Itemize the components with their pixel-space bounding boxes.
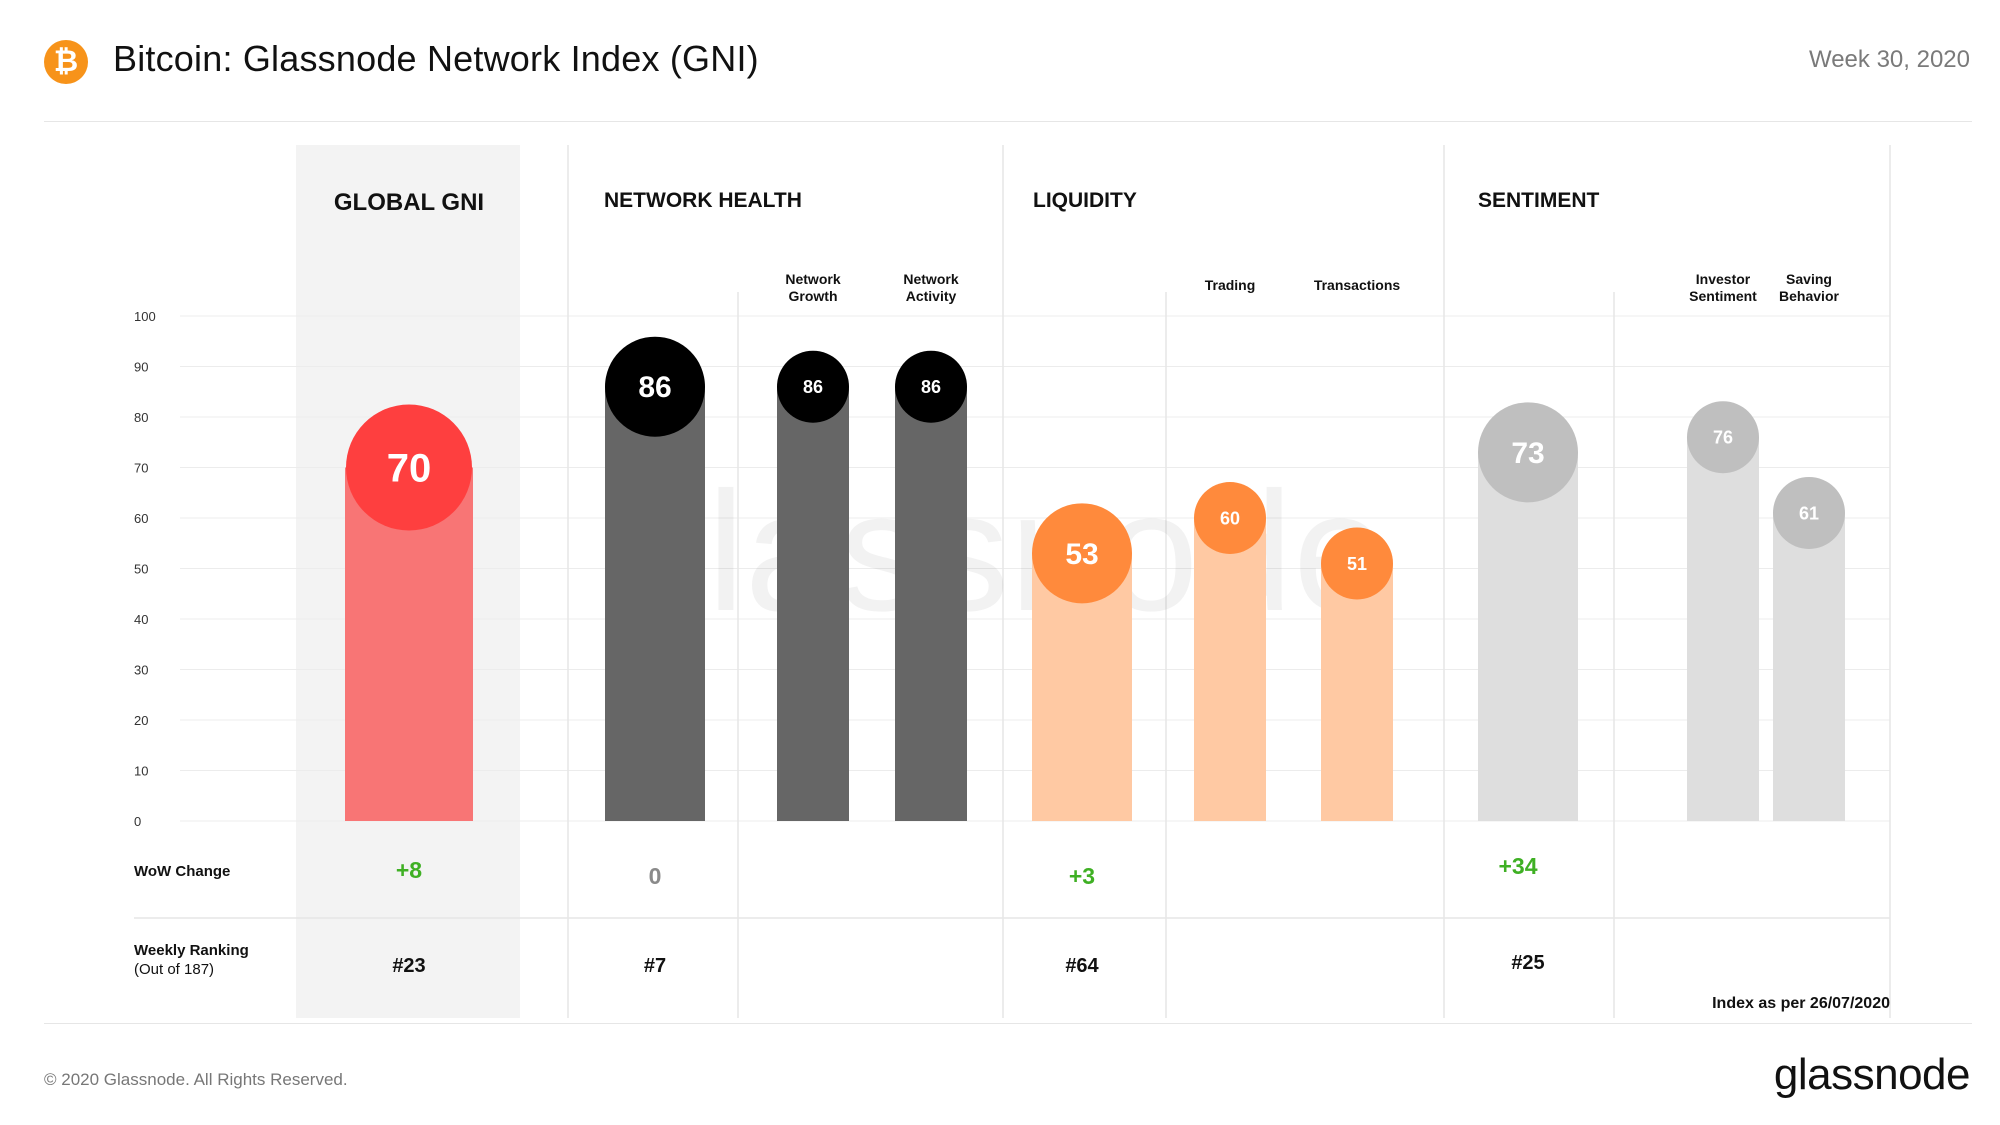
y-tick-label: 70 (134, 461, 148, 476)
ranking-liquidity: #64 (1065, 955, 1099, 977)
group-header-liquidity: LIQUIDITY (1033, 189, 1137, 212)
sub-header-trading-line-0: Trading (1205, 277, 1256, 293)
index-date-note: Index as per 26/07/2020 (1712, 995, 1890, 1012)
bubble-saving-behavior-sub (1773, 476, 1845, 549)
value-label-trading-sub: 60 (1220, 508, 1240, 528)
wow-change-sentiment: +34 (1498, 853, 1537, 879)
wow-change-liquidity: +3 (1069, 863, 1095, 889)
y-tick-label: 90 (134, 360, 148, 375)
bar-transactions-sub (1321, 563, 1393, 821)
bar-sentiment-main (1478, 452, 1578, 821)
bar-network-health-main (605, 386, 705, 821)
bubble-sentiment-main (1478, 402, 1578, 503)
page-title: Bitcoin: Glassnode Network Index (GNI) (113, 38, 759, 79)
bubble-trading-sub (1194, 482, 1266, 554)
bubble-transactions-sub (1321, 527, 1393, 600)
group-header-network-health: NETWORK HEALTH (604, 189, 802, 212)
sub-header-investor-sentiment-line-1: Sentiment (1689, 288, 1757, 304)
bubble-network-activity-sub (895, 350, 967, 423)
y-tick-label: 80 (134, 410, 148, 425)
value-label-network-health-main: 86 (638, 371, 671, 404)
wow-row-label: WoW Change (134, 863, 230, 880)
y-tick-label: 20 (134, 713, 148, 728)
bubble-global-gni-main (346, 404, 472, 531)
bubble-liquidity-main (1032, 503, 1132, 604)
value-label-saving-behavior-sub: 61 (1799, 503, 1819, 523)
ranking-row-note: (Out of 187) (134, 961, 214, 978)
y-tick-label: 10 (134, 764, 148, 779)
sub-header-network-growth-line-0: Network (785, 271, 840, 287)
value-label-transactions-sub: 51 (1347, 554, 1367, 574)
ranking-row-label: Weekly Ranking (134, 942, 249, 959)
y-tick-label: 40 (134, 612, 148, 627)
wow-change-network-health: 0 (649, 863, 662, 889)
footer-divider (44, 1023, 1972, 1024)
sub-header-saving-behavior-line-1: Behavior (1779, 288, 1839, 304)
copyright-text: © 2020 Glassnode. All Rights Reserved. (44, 1070, 348, 1089)
value-label-network-activity-sub: 86 (921, 377, 941, 397)
group-header-sentiment: SENTIMENT (1478, 189, 1600, 212)
y-tick-label: 0 (134, 814, 141, 829)
sub-header-network-growth-line-1: Growth (789, 288, 838, 304)
sub-header-saving-behavior-line-0: Saving (1786, 271, 1832, 287)
sub-header-network-activity-line-0: Network (903, 271, 958, 287)
value-label-investor-sentiment-sub: 76 (1713, 428, 1733, 448)
y-tick-label: 30 (134, 663, 148, 678)
sub-header-investor-sentiment-line-0: Investor (1696, 271, 1751, 287)
week-date: Week 30, 2020 (1808, 46, 1970, 73)
bar-trading-sub (1194, 518, 1266, 821)
ranking-global-gni: #23 (392, 955, 425, 977)
bubble-network-health-main (605, 336, 705, 437)
sub-header-transactions-line-0: Transactions (1314, 277, 1401, 293)
group-header-global-gni: GLOBAL GNI (334, 189, 484, 216)
header: ₿ Bitcoin: Glassnode Network Index (GNI)… (0, 0, 2000, 122)
y-tick-label: 50 (134, 562, 148, 577)
wow-change-global-gni: +8 (396, 857, 422, 883)
value-label-liquidity-main: 53 (1065, 538, 1098, 571)
bar-network-activity-sub (895, 386, 967, 821)
ranking-network-health: #7 (644, 955, 666, 977)
watermark: glassnode (612, 457, 1387, 647)
value-label-sentiment-main: 73 (1511, 437, 1544, 470)
bar-saving-behavior-sub (1773, 512, 1845, 821)
y-tick-label: 100 (134, 309, 156, 324)
gni-chart: 0 10 20 30 40 50 60 70 80 90 100 glassnode GLOBAL GN… (134, 145, 1891, 1018)
bar-investor-sentiment-sub (1687, 437, 1759, 821)
value-label-global-gni-main: 70 (387, 447, 432, 491)
ranking-sentiment: #25 (1511, 952, 1544, 974)
bubble-network-growth-sub (777, 350, 849, 423)
bar-network-growth-sub (777, 386, 849, 821)
glassnode-logo: glassnode (1773, 1050, 1971, 1099)
bitcoin-logo-icon: ₿ (44, 40, 88, 84)
header-divider (44, 121, 1972, 122)
y-tick-label: 60 (134, 511, 148, 526)
sub-header-network-activity-line-1: Activity (906, 288, 957, 304)
bubble-investor-sentiment-sub (1687, 401, 1759, 474)
value-label-network-growth-sub: 86 (803, 377, 823, 397)
